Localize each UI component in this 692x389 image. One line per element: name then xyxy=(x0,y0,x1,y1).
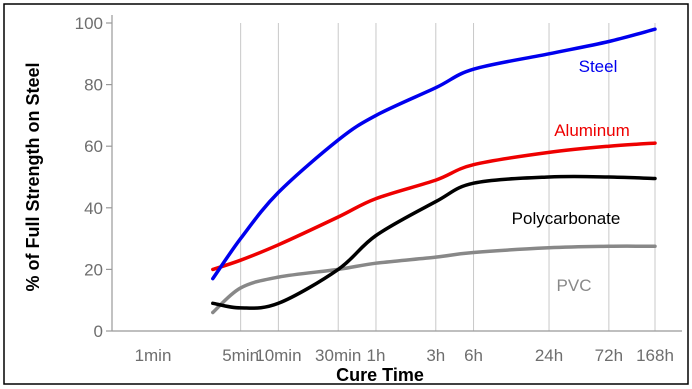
x-tick-label: 72h xyxy=(595,346,623,365)
series-label-polycarbonate: Polycarbonate xyxy=(512,209,621,228)
x-tick-label: 168h xyxy=(636,346,674,365)
x-tick-label: 5min xyxy=(222,346,259,365)
y-tick-label: 60 xyxy=(84,137,103,156)
series-line-aluminum xyxy=(211,141,657,272)
y-tick-labels: 0 20 40 60 80 100 xyxy=(75,14,103,341)
y-tick-label: 20 xyxy=(84,260,103,279)
x-tick-label: 6h xyxy=(464,346,483,365)
x-axis-title: Cure Time xyxy=(336,365,424,385)
y-tick-label: 40 xyxy=(84,199,103,218)
series-line-steel xyxy=(211,27,657,281)
chart-border xyxy=(3,3,689,385)
series-label-aluminum: Aluminum xyxy=(554,121,630,140)
y-axis-title: % of Full Strength on Steel xyxy=(23,63,43,292)
x-tick-label: 30min xyxy=(315,346,361,365)
y-tick-label: 80 xyxy=(84,76,103,95)
x-tick-label: 3h xyxy=(426,346,445,365)
x-tick-label: 10min xyxy=(255,346,301,365)
series-line-polycarbonate xyxy=(211,174,657,310)
x-tick-label: 24h xyxy=(535,346,563,365)
y-tick-label: 100 xyxy=(75,14,103,33)
axes xyxy=(106,15,682,332)
series-label-pvc: PVC xyxy=(557,276,592,295)
series-label-steel: Steel xyxy=(579,57,618,76)
series-lines xyxy=(211,27,657,315)
series-line-pvc xyxy=(211,244,657,315)
x-tick-label: 1min xyxy=(135,346,172,365)
y-tick-label: 0 xyxy=(94,322,103,341)
x-tick-label: 1h xyxy=(367,346,386,365)
series-labels: PVC Polycarbonate Aluminum Steel xyxy=(512,57,630,295)
